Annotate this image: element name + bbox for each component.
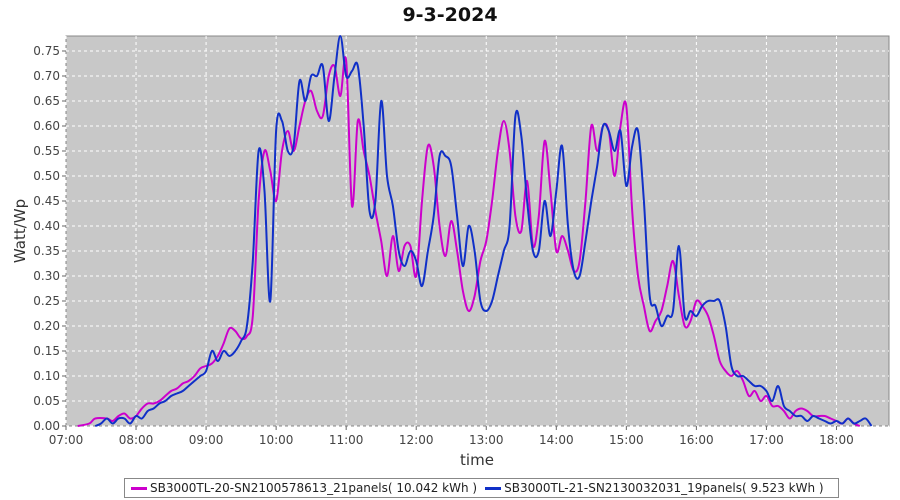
x-tick-label: 16:00 — [679, 433, 714, 447]
y-tick-label: 0.20 — [33, 319, 60, 333]
grid — [65, 36, 889, 427]
y-tick-label: 0.15 — [33, 344, 60, 358]
y-tick-label: 0.60 — [33, 119, 60, 133]
y-tick-label: 0.35 — [33, 244, 60, 258]
x-tick-label: 11:00 — [329, 433, 364, 447]
y-tick-label: 0.75 — [33, 44, 60, 58]
legend-swatch-series-2 — [485, 486, 502, 490]
x-tick-label: 18:00 — [819, 433, 854, 447]
y-tick-label: 0.05 — [33, 394, 60, 408]
plot-area — [65, 35, 890, 427]
legend-item-series-1: SB3000TL-20-SN2100578613_21panels( 10.04… — [131, 481, 477, 495]
y-tick-label: 0.55 — [33, 144, 60, 158]
x-tick-label: 12:00 — [399, 433, 434, 447]
legend-item-series-2: SB3000TL-21-SN2130032031_19panels( 9.523… — [485, 481, 824, 495]
x-tick-label: 13:00 — [469, 433, 504, 447]
series-line-1 — [77, 56, 861, 427]
x-tick-label: 17:00 — [749, 433, 784, 447]
legend-label-series-2: SB3000TL-21-SN2130032031_19panels( 9.523… — [504, 481, 824, 495]
x-tick-label: 15:00 — [609, 433, 644, 447]
y-tick-label: 0.50 — [33, 169, 60, 183]
series-line-2 — [94, 35, 873, 427]
y-tick-label: 0.70 — [33, 69, 60, 83]
axes: 0.00 0.05 0.10 0.15 0.20 0.25 0.30 0.35 0.40 0.45… — [33, 44, 853, 447]
legend: SB3000TL-20-SN2100578613_21panels( 10.04… — [124, 478, 839, 498]
x-tick-label: 08:00 — [119, 433, 154, 447]
y-tick-label: 0.10 — [33, 369, 60, 383]
chart-title: 9-3-2024 — [402, 4, 497, 26]
y-axis-label: Watt/Wp — [11, 199, 29, 263]
legend-label-series-1: SB3000TL-20-SN2100578613_21panels( 10.04… — [150, 481, 478, 495]
y-tick-label: 0.45 — [33, 194, 60, 208]
y-tick-label: 0.30 — [33, 269, 60, 283]
x-axis-label: time — [460, 451, 494, 469]
y-tick-label: 0.00 — [33, 419, 60, 433]
x-tick-label: 09:00 — [189, 433, 224, 447]
y-tick-label: 0.25 — [33, 294, 60, 308]
chart: 9-3-2024 0.00 0.05 0.10 0.15 0.20 0.25 0.30 0.3… — [11, 4, 890, 469]
y-tick-label: 0.40 — [33, 219, 60, 233]
x-tick-label: 10:00 — [259, 433, 294, 447]
x-tick-label: 07:00 — [49, 433, 84, 447]
x-tick-label: 14:00 — [539, 433, 574, 447]
legend-swatch-series-1 — [131, 486, 147, 490]
series-group — [77, 35, 873, 427]
y-tick-label: 0.65 — [33, 94, 60, 108]
